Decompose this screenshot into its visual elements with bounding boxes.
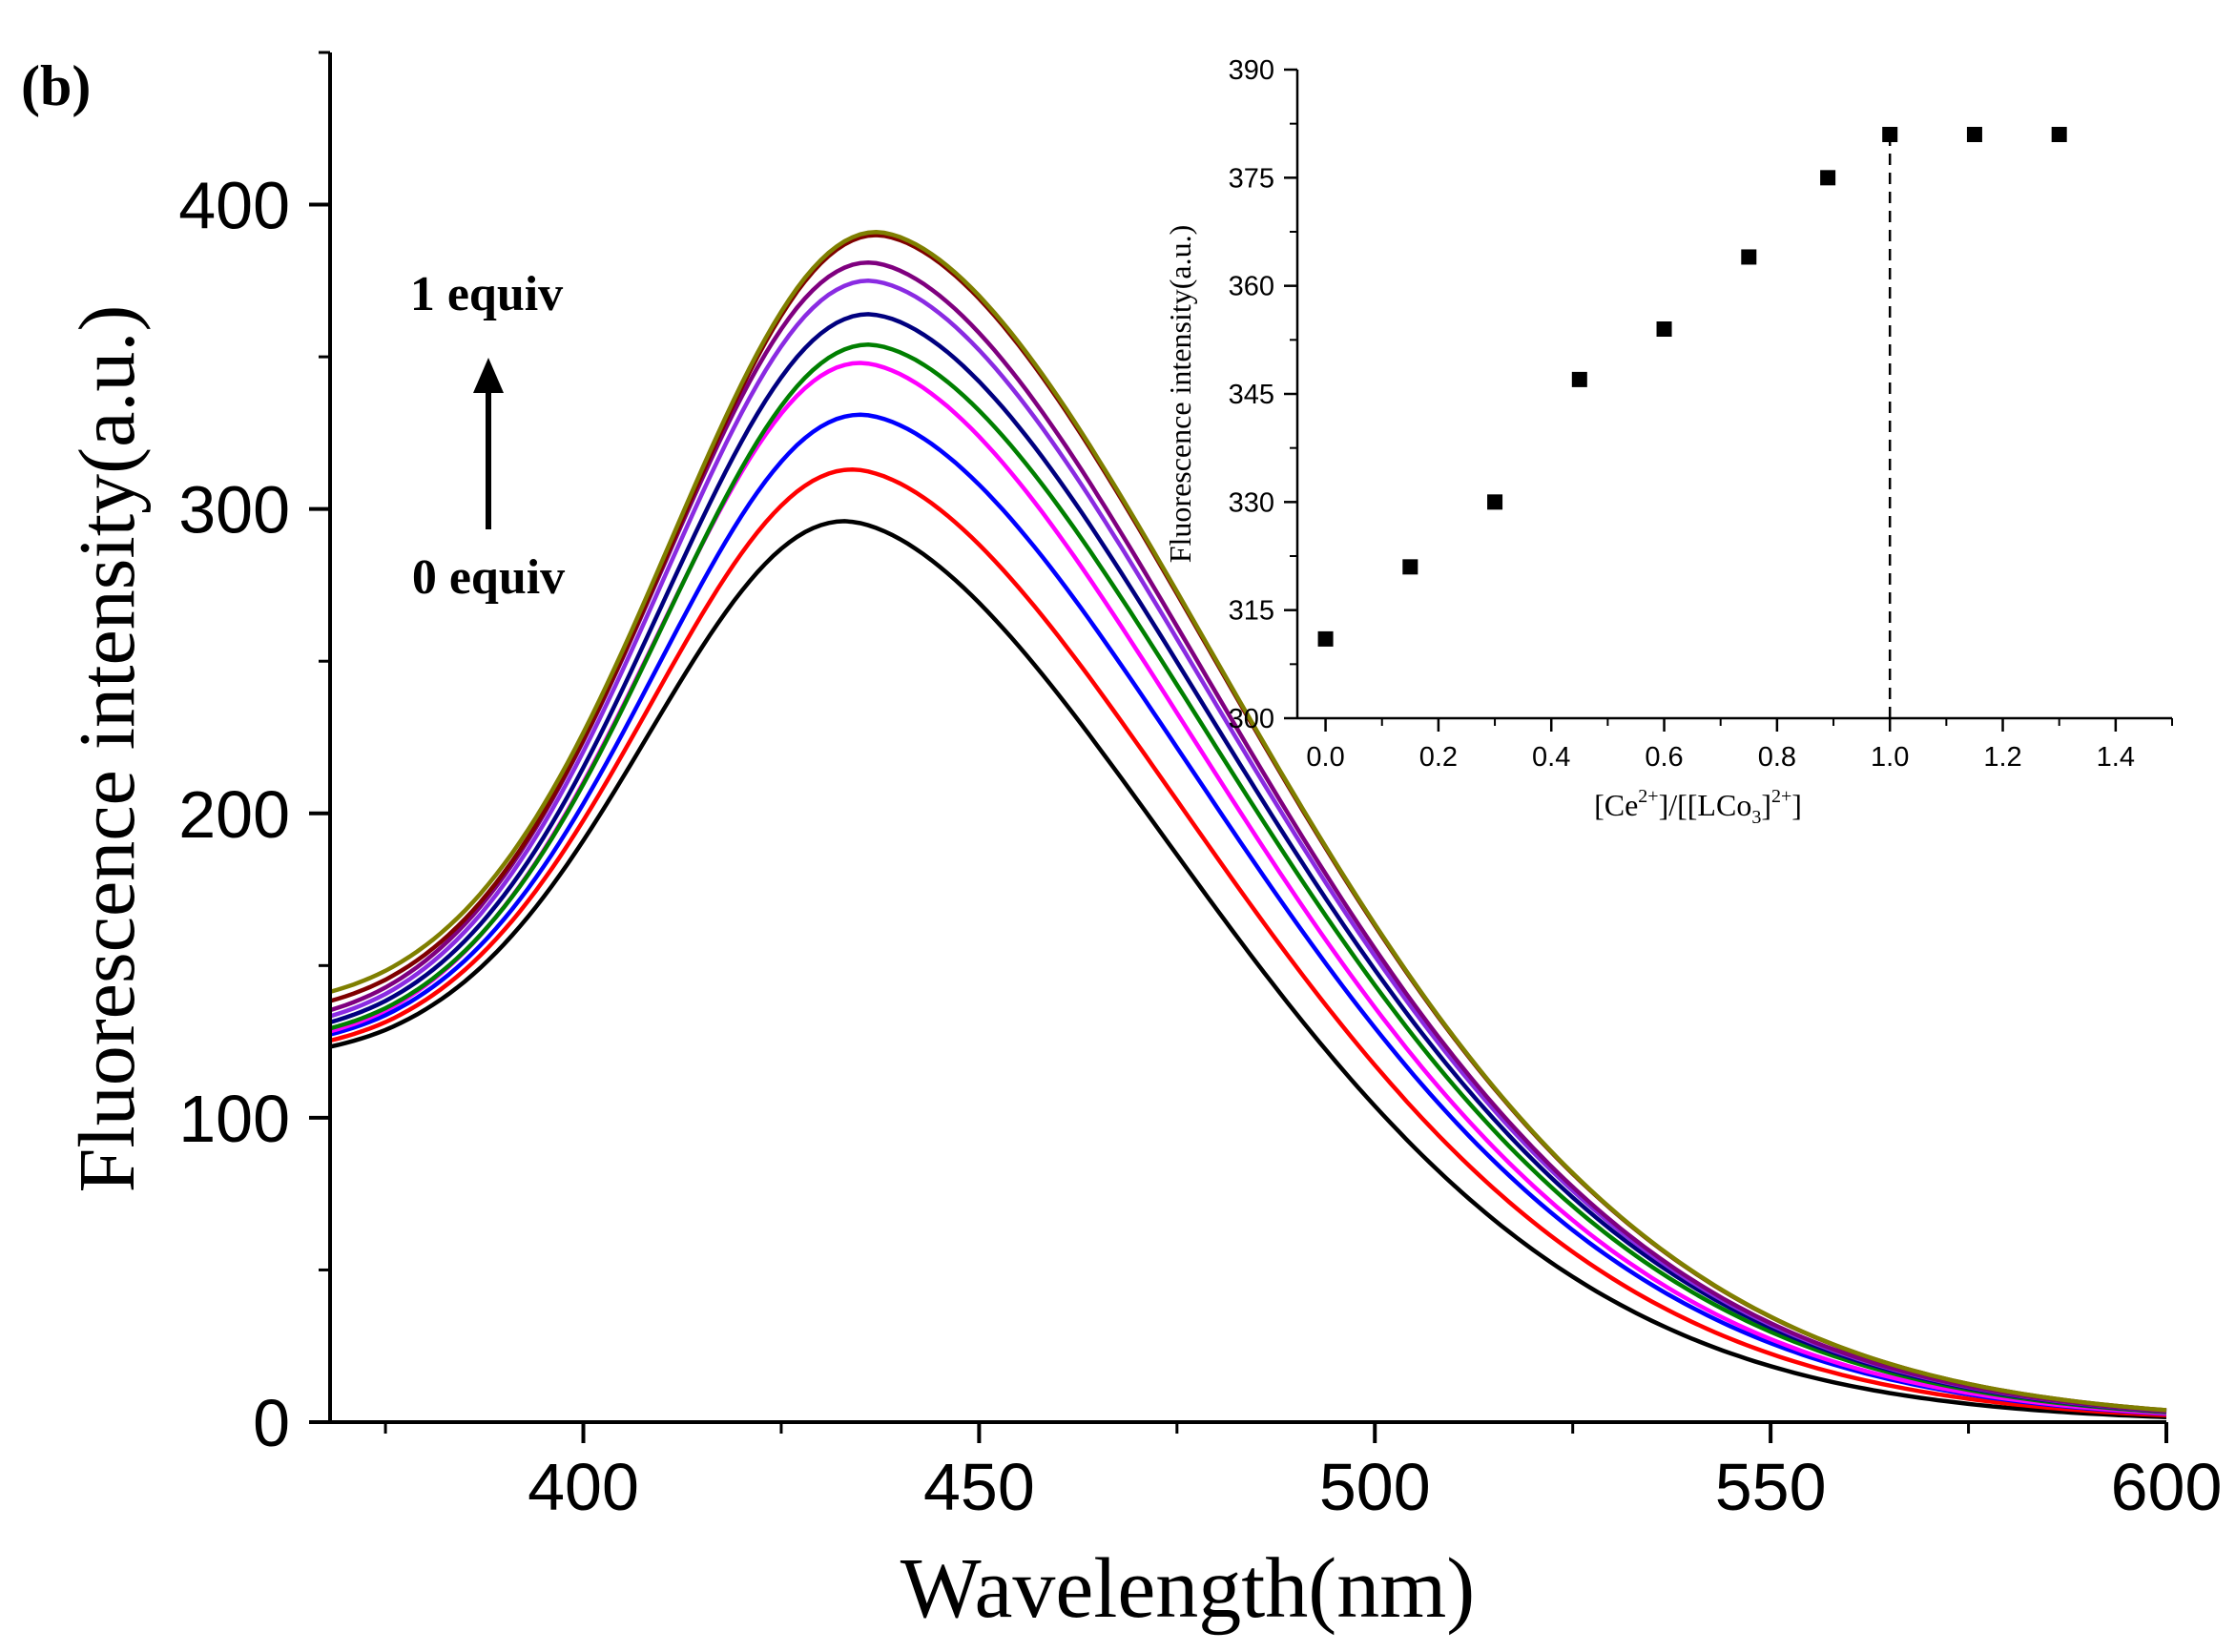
emission-curve <box>329 466 2167 1418</box>
inset-y-tick-label: 315 <box>1229 596 1274 627</box>
inset-data-point <box>1741 249 1757 265</box>
main-x-tick-label: 400 <box>528 1450 639 1524</box>
inset-data-point <box>1656 321 1672 337</box>
inset-x-tick-label: 0.2 <box>1419 742 1458 773</box>
main-y-tick-label: 100 <box>178 1082 290 1156</box>
emission-curve <box>329 412 2167 1416</box>
inset-y-tick-label: 375 <box>1229 163 1274 194</box>
inset-y-tick-label: 345 <box>1229 380 1274 410</box>
main-y-tick-label: 400 <box>178 169 290 243</box>
main-x-tick-label: 600 <box>2111 1450 2223 1524</box>
arrow-up-icon <box>473 358 504 529</box>
main-x-ticks: 400 450 500 550 600 <box>383 1422 2223 1524</box>
inset-y-tick-label: 390 <box>1229 55 1274 86</box>
inset-y-axis-label: Fluorescence intensity(a.u.) <box>1163 225 1197 564</box>
main-y-tick-label: 0 <box>253 1386 290 1460</box>
inset-data-point <box>1487 494 1503 510</box>
inset-x-tick-label: 1.2 <box>1983 742 2021 773</box>
main-x-axis-label: Wavelength(nm) <box>901 1541 1476 1636</box>
main-x-tick-label: 550 <box>1715 1450 1827 1524</box>
inset-x-tick-label: 0.6 <box>1645 742 1683 773</box>
main-curves <box>329 230 2167 1419</box>
inset-data-point <box>1317 630 1334 647</box>
inset-x-ticks: 0.0 0.2 0.4 0.6 0.8 1.0 1.2 1.4 <box>1306 718 2173 773</box>
main-plot: 400 450 500 550 600 0 100 200 300 400 Wavelength… <box>63 51 2223 1636</box>
annotation-0-equiv: 0 equiv <box>412 550 565 605</box>
inset-x-axis-label: [Ce2+]/[[LCo3]2+] <box>1594 786 1802 828</box>
main-y-axis-label: Fluorescence intensity(a.u.) <box>63 305 152 1193</box>
inset-data-point <box>1402 559 1418 575</box>
inset-data-point <box>2051 127 2067 142</box>
inset-plot: 0.0 0.2 0.4 0.6 0.8 1.0 1.2 1.4 300 315 330 345 360… <box>1163 55 2173 828</box>
panel-label: (b) <box>21 54 91 117</box>
main-x-tick-label: 500 <box>1319 1450 1431 1524</box>
inset-y-tick-label: 330 <box>1229 487 1274 518</box>
annotation-1-equiv: 1 equiv <box>410 267 563 321</box>
inset-data-point <box>1966 127 1982 142</box>
main-y-tick-label: 300 <box>178 473 290 547</box>
inset-data-point <box>1882 127 1898 142</box>
emission-curve <box>329 342 2167 1415</box>
inset-y-tick-label: 300 <box>1229 704 1274 734</box>
inset-x-tick-label: 1.4 <box>2097 742 2135 773</box>
main-y-tick-label: 200 <box>178 777 290 852</box>
inset-data-point <box>1820 170 1836 186</box>
inset-x-tick-label: 0.8 <box>1758 742 1796 773</box>
main-x-tick-label: 450 <box>923 1450 1035 1524</box>
emission-curve <box>329 230 2167 1413</box>
inset-points <box>1317 127 2067 647</box>
inset-y-ticks: 300 315 330 345 360 375 390 <box>1229 55 1297 734</box>
inset-x-tick-label: 0.4 <box>1532 742 1570 773</box>
inset-y-tick-label: 360 <box>1229 272 1274 302</box>
inset-data-point <box>1571 371 1587 387</box>
main-y-ticks: 0 100 200 300 400 <box>178 51 330 1460</box>
emission-curve <box>329 519 2167 1419</box>
inset-x-tick-label: 1.0 <box>1871 742 1909 773</box>
inset-x-tick-label: 0.0 <box>1306 742 1344 773</box>
emission-curve <box>329 259 2167 1414</box>
